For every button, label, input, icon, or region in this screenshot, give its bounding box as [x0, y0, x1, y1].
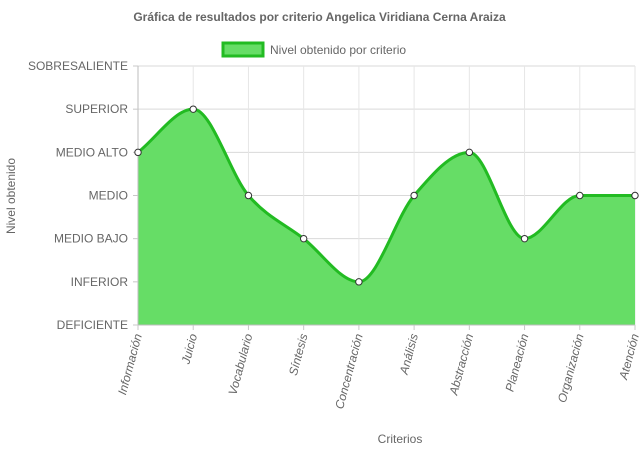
x-axis-ticks: Información Juicio Vocabulario Síntesis Conc…: [115, 325, 639, 411]
x-tick-label: Organización: [555, 332, 587, 404]
chart-title: Gráfica de resultados por criterio Angel…: [133, 10, 506, 24]
y-tick-label: MEDIO: [89, 189, 128, 203]
x-axis-title: Criterios: [378, 432, 423, 446]
legend[interactable]: Nivel obtenido por criterio: [221, 41, 406, 58]
x-tick-label: Planeación: [503, 332, 532, 393]
x-tick-label: Abstracción: [446, 332, 476, 397]
y-tick-label: INFERIOR: [71, 275, 129, 289]
data-point[interactable]: [189, 105, 197, 113]
y-axis-ticks: DEFICIENTE INFERIOR MEDIO BAJO MEDIO MEDIO A…: [28, 59, 138, 332]
data-point[interactable]: [299, 234, 308, 243]
data-point[interactable]: [134, 148, 142, 157]
data-point[interactable]: [465, 148, 474, 157]
y-tick-label: MEDIO ALTO: [56, 145, 128, 159]
data-point[interactable]: [410, 191, 418, 200]
y-tick-label: DEFICIENTE: [57, 318, 128, 332]
y-axis-title: Nivel obtenido: [4, 158, 18, 234]
data-point[interactable]: [355, 278, 363, 286]
legend-swatch: [221, 41, 265, 58]
x-tick-label: Atención: [616, 332, 639, 382]
data-points: [134, 105, 639, 286]
x-tick-label: Información: [115, 332, 145, 396]
data-point[interactable]: [520, 234, 529, 243]
legend-label: Nivel obtenido por criterio: [270, 43, 406, 57]
data-point[interactable]: [576, 191, 584, 200]
x-tick-label: Análisis: [397, 332, 421, 377]
y-tick-label: SUPERIOR: [65, 102, 128, 116]
data-point[interactable]: [244, 191, 253, 200]
y-tick-label: MEDIO BAJO: [54, 232, 128, 246]
y-tick-label: SOBRESALIENTE: [28, 59, 128, 73]
series-fill: [138, 109, 635, 326]
x-tick-label: Concentración: [332, 332, 366, 411]
series-area: [137, 107, 635, 326]
x-tick-label: Vocabulario: [226, 332, 256, 397]
data-point[interactable]: [631, 191, 639, 200]
x-tick-label: Síntesis: [286, 332, 311, 377]
x-tick-label: Juicio: [178, 332, 200, 367]
series-line: [137, 107, 635, 284]
